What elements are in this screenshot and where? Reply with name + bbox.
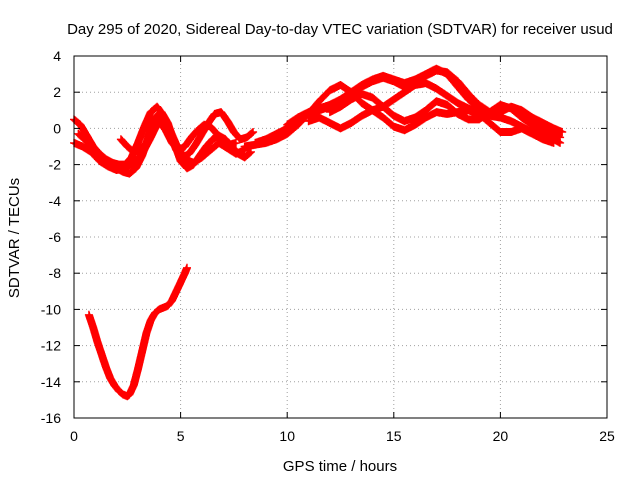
plus-markers	[116, 117, 240, 156]
x-axis-title: GPS time / hours	[283, 458, 397, 475]
y-tick-label: 2	[53, 84, 61, 100]
series-arc-mid3	[283, 64, 567, 136]
x-tick-label: 5	[177, 428, 185, 444]
series-arc-mid4	[304, 106, 558, 147]
y-tick-label: -10	[41, 301, 61, 317]
plus-markers	[84, 263, 191, 401]
series-arc-low	[84, 263, 191, 401]
x-tick-label: 25	[599, 428, 615, 444]
y-tick-label: -8	[49, 265, 62, 281]
y-tick-label: 4	[53, 48, 61, 64]
x-tick-label: 15	[386, 428, 402, 444]
plus-markers	[283, 64, 567, 136]
y-tick-label: -14	[41, 374, 61, 390]
y-tick-label: -12	[41, 338, 61, 354]
y-tick-labels: -16 -14 -12 -10 -8 -6 -4 -2 0 2 4	[41, 48, 61, 426]
y-tick-label: -4	[49, 193, 62, 209]
plus-markers	[304, 106, 558, 147]
x-tick-labels: 0 5 10 15 20 25	[70, 428, 615, 444]
axis-ticks	[73, 55, 608, 419]
series-arc-d	[116, 117, 240, 156]
x-tick-label: 20	[493, 428, 509, 444]
data-points	[70, 64, 567, 401]
y-tick-label: -6	[49, 229, 62, 245]
plus-markers	[325, 90, 565, 142]
x-tick-label: 0	[70, 428, 78, 444]
y-axis-title: SDTVAR / TECUs	[6, 178, 23, 298]
series-arc-mid5	[325, 90, 565, 142]
chart-title: Day 295 of 2020, Sidereal Day-to-day VTE…	[67, 21, 613, 38]
y-tick-label: -16	[41, 410, 61, 426]
y-tick-label: 0	[53, 120, 61, 136]
y-tick-label: -2	[49, 157, 62, 173]
x-tick-label: 10	[279, 428, 295, 444]
